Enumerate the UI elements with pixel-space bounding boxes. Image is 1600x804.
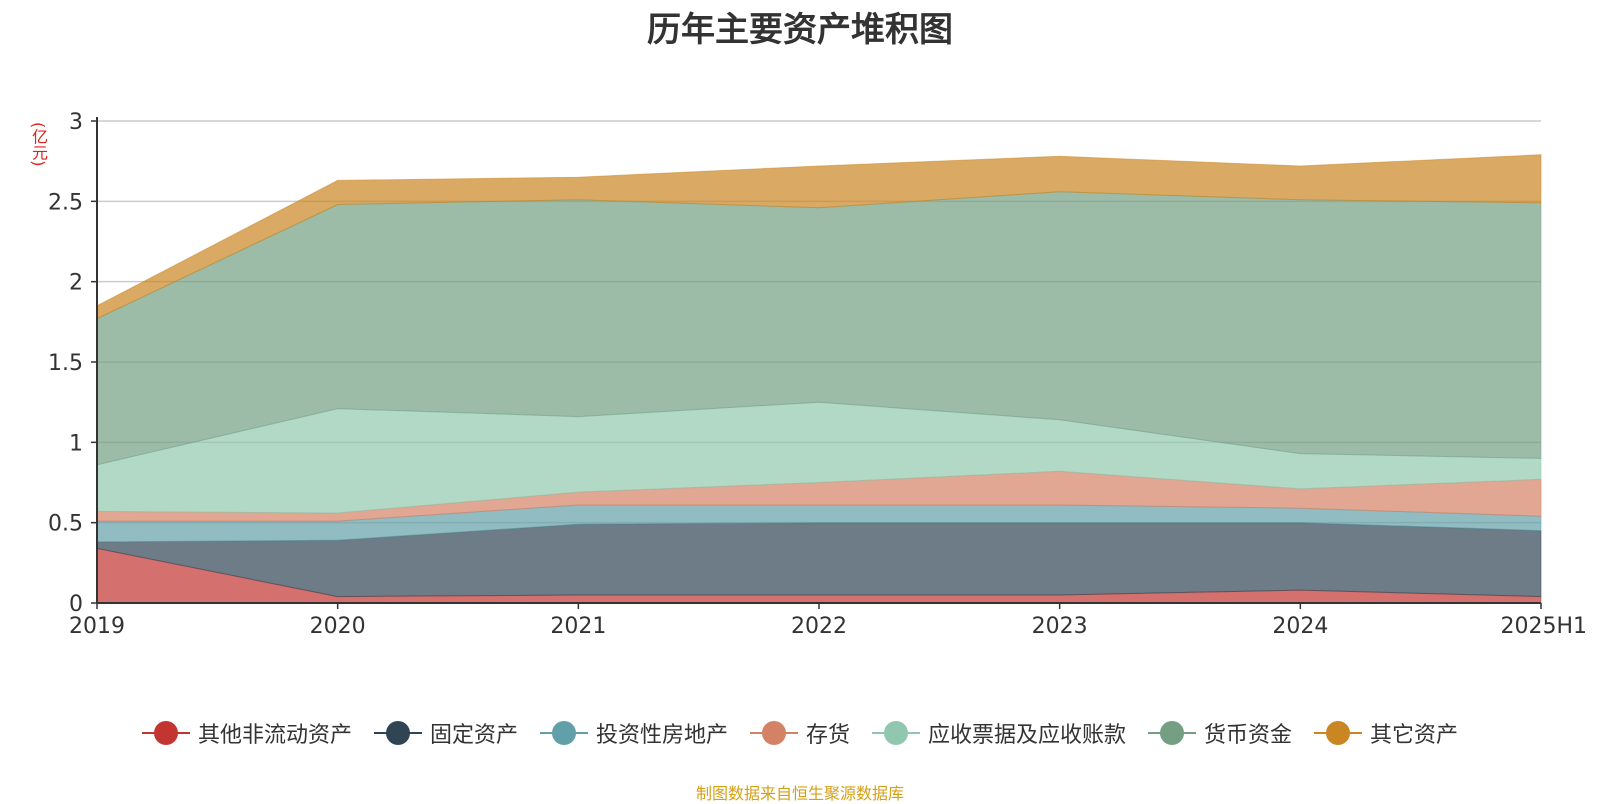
- legend-swatch-icon: [872, 721, 920, 745]
- chart-title: 历年主要资产堆积图: [647, 10, 953, 50]
- legend-swatch-icon: [141, 721, 190, 745]
- y-tick-label: 1: [69, 431, 83, 456]
- legend-label: 其他非流动资产: [197, 723, 352, 748]
- legend-label: 投资性房地产: [595, 723, 728, 748]
- tick-labels: 0 0.5 1 1.5 2 2.5 3 2019 2020 2021 2022 2023 2024 202…: [48, 110, 1587, 639]
- x-tick-label: 2024: [1272, 614, 1328, 639]
- legend-label: 货币资金: [1204, 723, 1293, 748]
- x-tick-label: 2023: [1032, 614, 1088, 639]
- y-axis-unit-label: (亿元): [29, 122, 48, 167]
- legend: 其他非流动资产 固定资产 投资性房地产 存货 应收票据及应收账款 货币资金 其它资产: [0, 717, 1600, 749]
- legend-label: 其它资产: [1370, 723, 1459, 748]
- y-tick-label: 0: [69, 592, 83, 617]
- legend-item[interactable]: 固定资产: [373, 717, 518, 749]
- legend-item[interactable]: 存货: [749, 717, 850, 749]
- legend-label: 存货: [805, 723, 850, 748]
- legend-label: 固定资产: [429, 723, 518, 748]
- x-tick-label: 2022: [791, 614, 847, 639]
- legend-swatch-icon: [1148, 721, 1197, 745]
- legend-swatch-icon: [1314, 721, 1363, 745]
- area-series: [96, 154, 1542, 604]
- legend-item[interactable]: 货币资金: [1148, 717, 1292, 749]
- x-tick-label: 2025H1: [1500, 614, 1587, 639]
- legend-swatch-icon: [539, 721, 588, 745]
- x-tick-label: 2021: [550, 614, 606, 639]
- legend-item[interactable]: 其他非流动资产: [141, 717, 352, 749]
- y-tick-label: 3: [69, 110, 83, 135]
- legend-swatch-icon: [749, 721, 798, 745]
- y-tick-label: 0.5: [48, 512, 83, 537]
- data-source-note: 制图数据来自恒生聚源数据库: [695, 784, 904, 803]
- legend-item[interactable]: 投资性房地产: [539, 717, 728, 749]
- x-tick-label: 2020: [310, 614, 366, 639]
- legend-label: 应收票据及应收账款: [928, 723, 1127, 748]
- y-tick-label: 2.5: [48, 190, 83, 215]
- y-tick-label: 1.5: [48, 351, 83, 376]
- area-其它资产: [96, 154, 1542, 320]
- legend-item[interactable]: 其它资产: [1314, 717, 1458, 749]
- y-tick-label: 2: [69, 271, 83, 296]
- x-tick-label: 2019: [69, 614, 125, 639]
- legend-swatch-icon: [373, 721, 422, 745]
- legend-item[interactable]: 应收票据及应收账款: [872, 717, 1126, 749]
- stacked-area-chart: 0 0.5 1 1.5 2 2.5 3 2019 2020 2021 2022 2023 2024 202…: [48, 110, 1587, 639]
